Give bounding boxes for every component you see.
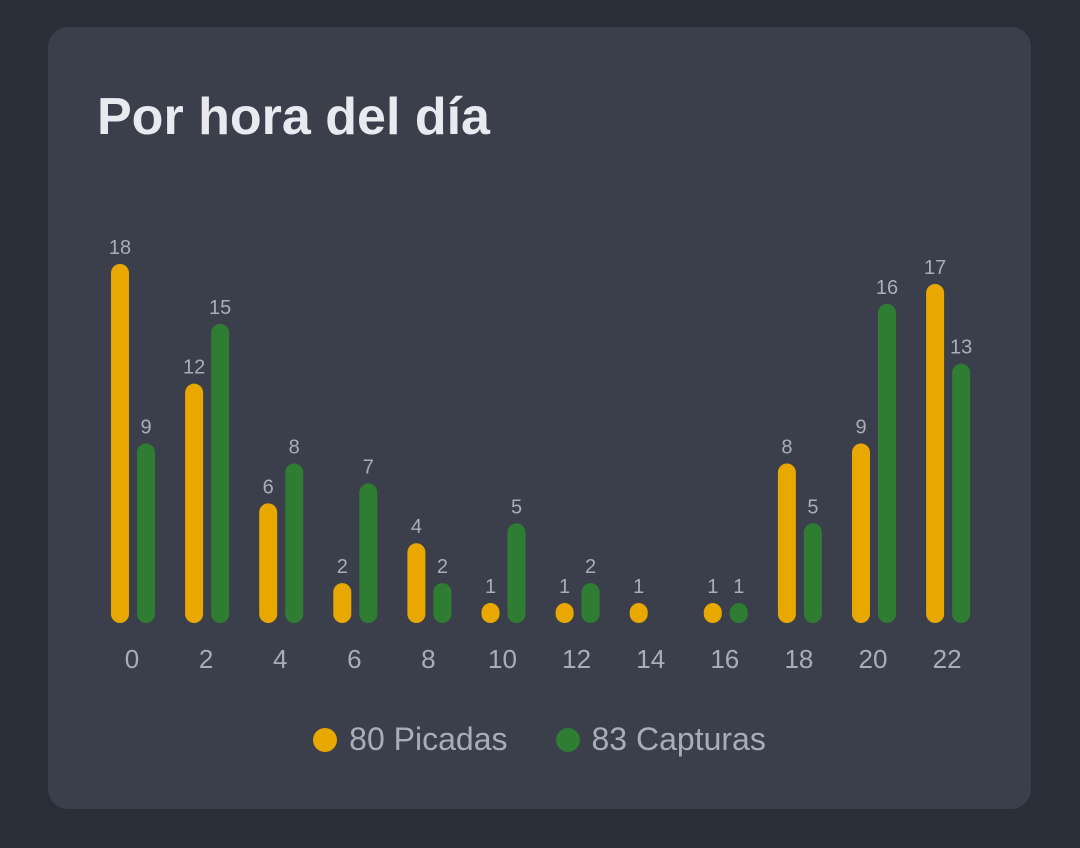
legend-dot-capturas [555,727,580,752]
x-tick-label: 0 [125,644,139,674]
data-label: 7 [363,456,374,478]
data-label: 4 [411,516,422,538]
legend-dot-picadas [313,727,338,752]
bar-capturas[interactable] [433,583,452,623]
bar-capturas[interactable] [211,323,230,623]
legend: 80 Picadas 83 Capturas [48,721,1031,758]
data-label: 15 [209,297,231,319]
x-tick-label: 14 [636,644,665,674]
bar-picadas[interactable] [777,463,796,623]
legend-item-capturas[interactable]: 83 Capturas [555,721,766,758]
data-label: 1 [485,576,496,598]
x-tick-label: 16 [710,644,739,674]
data-label: 9 [855,417,866,439]
data-label: 5 [511,496,522,518]
x-tick-label: 2 [199,644,213,674]
bar-picadas[interactable] [703,603,722,623]
bar-capturas[interactable] [285,463,304,623]
data-label: 1 [633,576,644,598]
data-label: 2 [437,556,448,578]
data-label: 2 [337,556,348,578]
data-label: 16 [876,277,898,299]
bar-capturas[interactable] [581,583,600,623]
bar-capturas[interactable] [359,483,378,623]
bar-picadas[interactable] [333,583,352,623]
data-label: 13 [950,337,972,359]
bar-capturas[interactable] [878,303,896,623]
legend-label-capturas: 83 Capturas [591,721,766,757]
legend-item-picadas[interactable]: 80 Picadas [313,721,508,758]
x-tick-label: 8 [421,644,435,674]
data-label: 1 [733,576,744,598]
data-label: 1 [559,576,570,598]
bar-picadas[interactable] [555,603,574,623]
x-tick-label: 12 [562,644,591,674]
data-label: 12 [183,357,205,379]
bar-picadas[interactable] [407,543,426,623]
data-label: 8 [781,436,792,458]
bar-capturas[interactable] [507,523,526,623]
bar-picadas[interactable] [926,283,945,623]
chart-title: Por hora del día [97,88,490,146]
data-label: 18 [109,237,131,259]
data-label: 8 [289,436,300,458]
x-tick-label: 18 [784,644,813,674]
bar-capturas[interactable] [952,363,971,623]
bar-capturas[interactable] [729,603,748,623]
data-label: 17 [924,257,946,279]
bar-picadas[interactable] [481,603,500,623]
x-tick-label: 10 [488,644,517,674]
chart-card: Por hora del día 0 18 9 2 12 15 4 6 8 6 2 7 8 4 2 10 1 5 1… [48,27,1031,809]
data-label: 9 [140,417,151,439]
x-tick-label: 22 [933,644,962,674]
bar-capturas[interactable] [803,523,822,623]
x-tick-label: 20 [859,644,888,674]
data-label: 6 [263,476,274,498]
bar-picadas[interactable] [629,603,648,623]
bar-picadas[interactable] [111,264,129,623]
legend-label-picadas: 80 Picadas [349,721,508,757]
x-tick-label: 6 [347,644,361,674]
data-label: 2 [585,556,596,578]
data-label: 1 [707,576,718,598]
bar-picadas[interactable] [185,383,204,623]
bar-capturas[interactable] [137,443,155,624]
bar-picadas[interactable] [852,443,870,624]
x-tick-label: 4 [273,644,287,674]
data-label: 5 [807,496,818,518]
bar-picadas[interactable] [259,503,278,623]
